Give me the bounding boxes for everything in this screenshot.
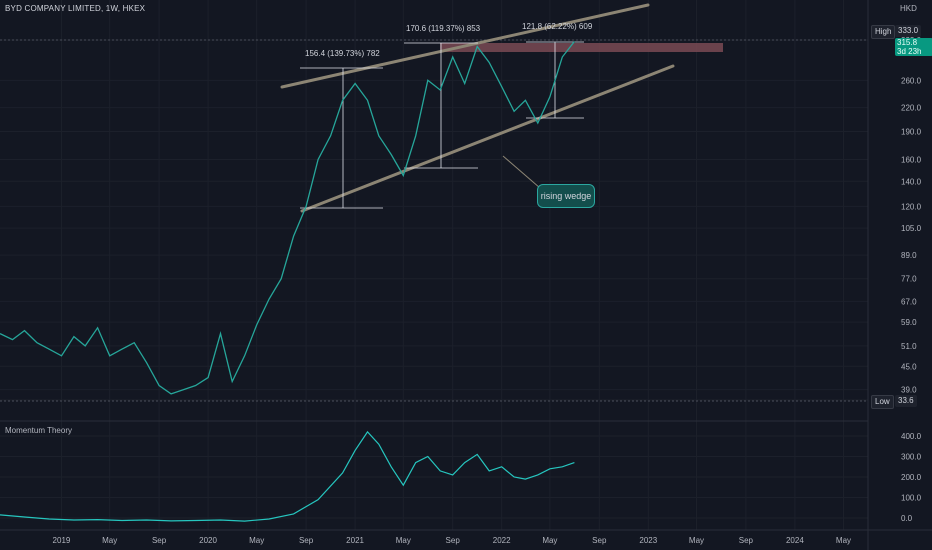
indicator-axis[interactable]: 0.0 100.0 200.0 300.0 400.0 bbox=[901, 432, 922, 523]
bar-countdown: 3d 23h bbox=[897, 47, 922, 56]
time-tick-label: 2022 bbox=[493, 536, 511, 545]
price-tick-label: 39.0 bbox=[901, 386, 917, 395]
last-price-badge: 315.8 3d 23h bbox=[895, 38, 932, 56]
resistance-zone[interactable] bbox=[440, 43, 723, 52]
time-tick-label: 2019 bbox=[53, 536, 71, 545]
price-tick-label: 89.0 bbox=[901, 251, 917, 260]
time-tick-label: 2024 bbox=[786, 536, 804, 545]
time-tick-label: May bbox=[396, 536, 411, 545]
momentum-series-line[interactable] bbox=[0, 430, 575, 522]
high-label: High bbox=[871, 25, 896, 39]
price-tick-label: 59.0 bbox=[901, 318, 917, 327]
high-value: 333.0 bbox=[895, 25, 922, 37]
chart-title: BYD COMPANY LIMITED, 1W, HKEX bbox=[5, 4, 146, 13]
indicator-title: Momentum Theory bbox=[5, 426, 72, 435]
price-tick-label: 105.0 bbox=[901, 224, 922, 233]
price-tick-label: 190.0 bbox=[901, 127, 922, 136]
indicator-tick-label: 100.0 bbox=[901, 494, 922, 503]
time-tick-label: 2020 bbox=[199, 536, 217, 545]
price-tick-label: 45.0 bbox=[901, 362, 917, 371]
measure-1[interactable] bbox=[300, 67, 383, 209]
price-tick-label: 51.0 bbox=[901, 342, 917, 351]
price-tick-label: 260.0 bbox=[901, 76, 922, 85]
measure-2-label: 170.6 (119.37%) 853 bbox=[406, 24, 481, 33]
time-axis[interactable]: 2019 May Sep 2020 May Sep 2021 May Sep 2022 May Sep… bbox=[53, 536, 852, 545]
low-label: Low bbox=[871, 395, 894, 409]
time-tick-label: May bbox=[249, 536, 264, 545]
indicator-tick-label: 200.0 bbox=[901, 473, 922, 482]
grid-lines bbox=[0, 0, 868, 530]
annotation-pointer bbox=[502, 155, 541, 189]
low-value: 33.6 bbox=[895, 395, 917, 407]
time-tick-label: Sep bbox=[739, 536, 754, 545]
time-tick-label: May bbox=[836, 536, 851, 545]
time-tick-label: Sep bbox=[152, 536, 167, 545]
last-price-value: 315.8 bbox=[897, 38, 918, 47]
measure-1-label: 156.4 (139.73%) 782 bbox=[305, 49, 380, 58]
wedge-lower-line[interactable] bbox=[300, 64, 675, 213]
price-tick-label: 77.0 bbox=[901, 275, 917, 284]
time-tick-label: Sep bbox=[592, 536, 607, 545]
indicator-tick-label: 0.0 bbox=[901, 514, 913, 523]
measure-2[interactable] bbox=[404, 42, 478, 169]
price-tick-label: 120.0 bbox=[901, 202, 922, 211]
price-tick-label: 220.0 bbox=[901, 104, 922, 113]
time-tick-label: May bbox=[689, 536, 704, 545]
time-tick-label: 2023 bbox=[639, 536, 657, 545]
time-tick-label: May bbox=[542, 536, 557, 545]
time-tick-label: Sep bbox=[446, 536, 461, 545]
time-tick-label: May bbox=[102, 536, 117, 545]
time-tick-label: 2021 bbox=[346, 536, 364, 545]
price-series-line[interactable] bbox=[0, 41, 575, 395]
measure-3-label: 121.8 (62.22%) 609 bbox=[522, 22, 593, 31]
indicator-tick-label: 300.0 bbox=[901, 453, 922, 462]
price-tick-label: 140.0 bbox=[901, 177, 922, 186]
indicator-tick-label: 400.0 bbox=[901, 432, 922, 441]
price-tick-label: 160.0 bbox=[901, 155, 922, 164]
rising-wedge-callout[interactable]: rising wedge bbox=[537, 184, 595, 208]
time-tick-label: Sep bbox=[299, 536, 314, 545]
price-axis[interactable]: 36.639.045.051.059.067.077.089.0105.0120… bbox=[901, 36, 922, 405]
currency-label: HKD bbox=[900, 4, 917, 13]
price-tick-label: 67.0 bbox=[901, 297, 917, 306]
